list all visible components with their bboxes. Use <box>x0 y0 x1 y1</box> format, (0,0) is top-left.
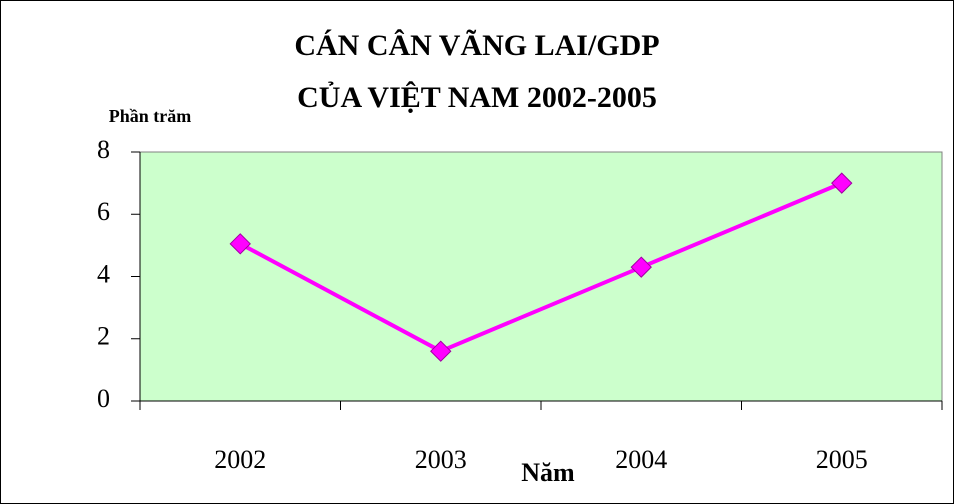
chart-title: CÁN CÂN VÃNG LAI/GDP <box>294 29 659 62</box>
y-axis-label: Phần trăm <box>109 106 192 126</box>
data-point <box>630 256 652 278</box>
data-point <box>229 233 251 255</box>
x-tick-label: 2002 <box>214 445 266 474</box>
data-point <box>430 340 452 362</box>
y-tick-label: 6 <box>97 197 110 226</box>
y-tick-label: 2 <box>97 322 110 351</box>
x-tick-label: 2005 <box>816 445 868 474</box>
y-tick-label: 8 <box>97 135 110 164</box>
data-point <box>831 172 853 194</box>
chart-title: CỦA VIỆT NAM 2002-2005 <box>297 81 657 114</box>
y-tick-label: 4 <box>97 259 110 288</box>
x-tick-label: 2004 <box>615 445 667 474</box>
plot-area <box>139 151 943 402</box>
x-tick-label: 2003 <box>415 445 467 474</box>
series-line <box>239 181 843 354</box>
y-tick-label: 0 <box>97 384 110 413</box>
x-axis-label: Năm <box>521 458 575 487</box>
